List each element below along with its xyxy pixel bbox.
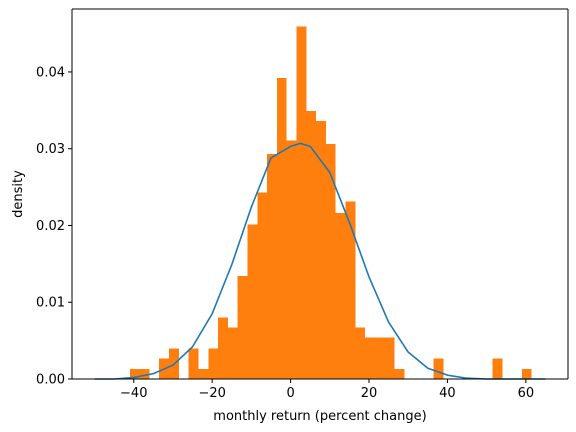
histogram-bar [139, 369, 150, 379]
histogram-bar [374, 337, 385, 379]
histogram-bar [316, 121, 326, 379]
y-axis-label: density [11, 170, 26, 218]
histogram-bar [286, 140, 297, 379]
histogram-bar [208, 348, 219, 379]
y-axis-ticks: 0.00 0.01 0.02 0.03 0.04 [36, 65, 72, 388]
histogram-bar [521, 369, 532, 379]
histogram-bar [433, 358, 444, 379]
x-tick-label: −20 [198, 386, 225, 401]
histogram-bar [365, 337, 375, 379]
axes-frame [71, 8, 569, 380]
histogram-bar [218, 317, 228, 379]
histogram-bar [188, 348, 199, 379]
histogram-bar [325, 144, 336, 379]
histogram-bar [335, 213, 346, 379]
y-tick-label: 0.00 [36, 373, 65, 388]
histogram-bar [492, 358, 503, 379]
histogram-bar [247, 224, 258, 379]
histogram-bar [296, 26, 307, 379]
x-axis-label: monthly return (percent change) [213, 409, 426, 424]
y-tick-label: 0.03 [36, 142, 65, 157]
histogram-bar [306, 111, 317, 380]
histogram-bar [198, 369, 209, 379]
density-curve [94, 142, 546, 380]
y-tick-label: 0.01 [36, 296, 65, 311]
y-tick-label: 0.04 [36, 65, 65, 80]
histogram-bar [267, 154, 277, 379]
histogram-bar [355, 327, 366, 379]
y-tick-label: 0.02 [36, 219, 65, 234]
x-tick-label: 0 [286, 386, 294, 401]
histogram-bar [129, 369, 140, 379]
histogram-bar [237, 276, 248, 379]
histogram-bar [257, 192, 268, 379]
plot-area [94, 26, 546, 380]
x-tick-label: 20 [361, 386, 378, 401]
x-tick-label: 40 [439, 386, 456, 401]
histogram-bar [384, 337, 395, 379]
x-tick-label: 60 [518, 386, 535, 401]
x-axis-ticks: −40 −20 0 20 40 60 [120, 379, 534, 401]
histogram-bar [394, 369, 405, 379]
histogram-bar [276, 78, 287, 380]
histogram-bar [227, 327, 238, 379]
histogram-bar [345, 201, 356, 379]
x-tick-label: −40 [120, 386, 147, 401]
